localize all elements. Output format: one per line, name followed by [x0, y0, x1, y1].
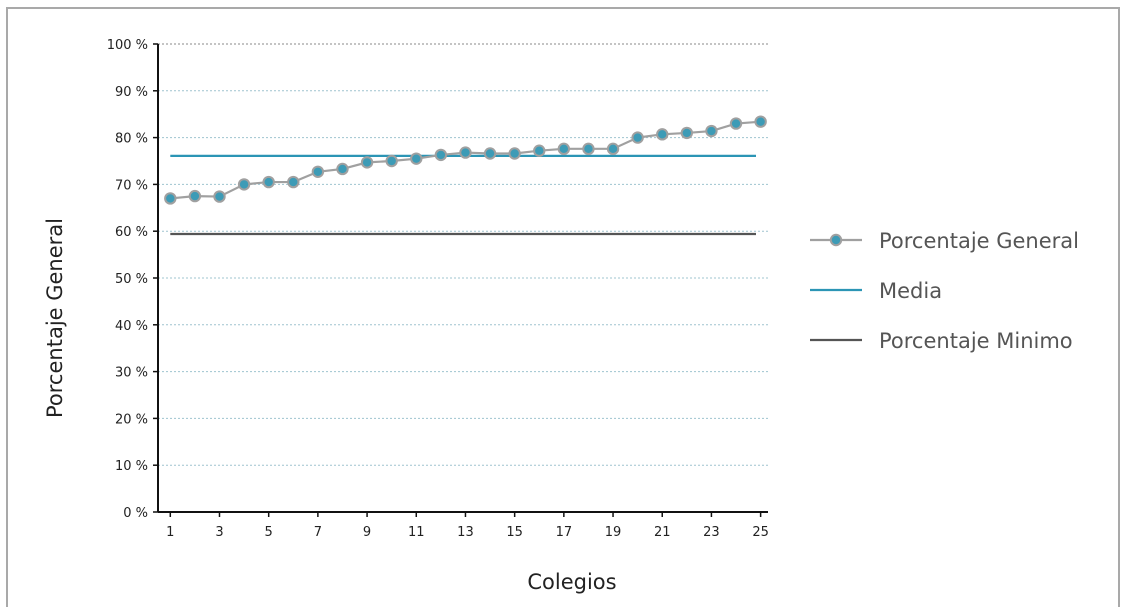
x-tick-label: 5 [265, 525, 273, 540]
data-point [705, 124, 718, 138]
data-point [606, 142, 620, 156]
data-point [434, 148, 448, 162]
data-point [188, 189, 202, 203]
y-tick-label: 0 % [123, 506, 148, 521]
x-tick-label: 15 [506, 525, 523, 540]
data-point [656, 128, 669, 141]
x-tick-label: 7 [314, 525, 322, 540]
data-point [311, 165, 325, 178]
data-point [213, 190, 226, 203]
data-point [582, 142, 595, 156]
data-point [533, 144, 546, 157]
data-point [385, 154, 398, 168]
data-point [631, 131, 644, 144]
x-axis-ticks: 1 3 5 7 9 11 13 15 17 19 21 23 25 [166, 512, 769, 540]
legend-label: Porcentaje General [879, 229, 1079, 253]
data-point [754, 115, 767, 128]
y-tick-label: 40 % [115, 319, 148, 334]
chart-frame [6, 7, 1120, 607]
data-point [729, 117, 743, 130]
y-tick-label: 30 % [115, 366, 148, 381]
y-tick-label: 50 % [115, 272, 148, 287]
data-point [508, 147, 521, 160]
data-point [680, 126, 694, 140]
data-point [336, 162, 349, 176]
y-tick-label: 70 % [115, 178, 148, 193]
x-axis-title: Colegios [527, 570, 616, 594]
x-tick-label: 11 [408, 525, 425, 540]
data-point [557, 142, 571, 156]
data-point [360, 156, 374, 169]
x-tick-label: 19 [605, 525, 622, 540]
y-axis-ticks: 0 % 10 % 20 % 30 % 40 % 50 % 60 % 70 % 80 % 90 % 1… [107, 38, 158, 521]
y-tick-label: 20 % [115, 412, 148, 427]
data-point [262, 175, 275, 189]
data-point [164, 192, 177, 205]
x-tick-label: 9 [363, 525, 371, 540]
y-tick-label: 90 % [115, 85, 148, 100]
x-tick-label: 13 [457, 525, 474, 540]
x-tick-label: 1 [166, 525, 174, 540]
x-tick-label: 25 [752, 525, 769, 540]
legend-marker [829, 233, 843, 247]
grid-lines [158, 43, 768, 466]
data-point [459, 146, 472, 159]
x-tick-label: 3 [215, 525, 223, 540]
x-tick-label: 21 [654, 525, 671, 540]
data-point [483, 147, 497, 160]
legend-label: Porcentaje Minimo [879, 329, 1073, 353]
x-tick-label: 23 [703, 525, 720, 540]
legend-label: Media [879, 279, 942, 303]
y-tick-label: 10 % [115, 459, 148, 474]
y-axis-title: Porcentaje General [43, 218, 67, 418]
y-tick-label: 100 % [107, 38, 148, 53]
x-tick-label: 17 [556, 525, 573, 540]
data-series [164, 115, 767, 205]
data-point [410, 152, 423, 165]
y-tick-label: 60 % [115, 225, 148, 240]
reference-lines [170, 154, 756, 236]
legend: Porcentaje General Media Porcentaje Minimo [810, 229, 1079, 353]
porcentaje-general-line [170, 120, 761, 200]
data-point [287, 175, 300, 189]
y-tick-label: 80 % [115, 132, 148, 147]
data-point [237, 178, 251, 191]
